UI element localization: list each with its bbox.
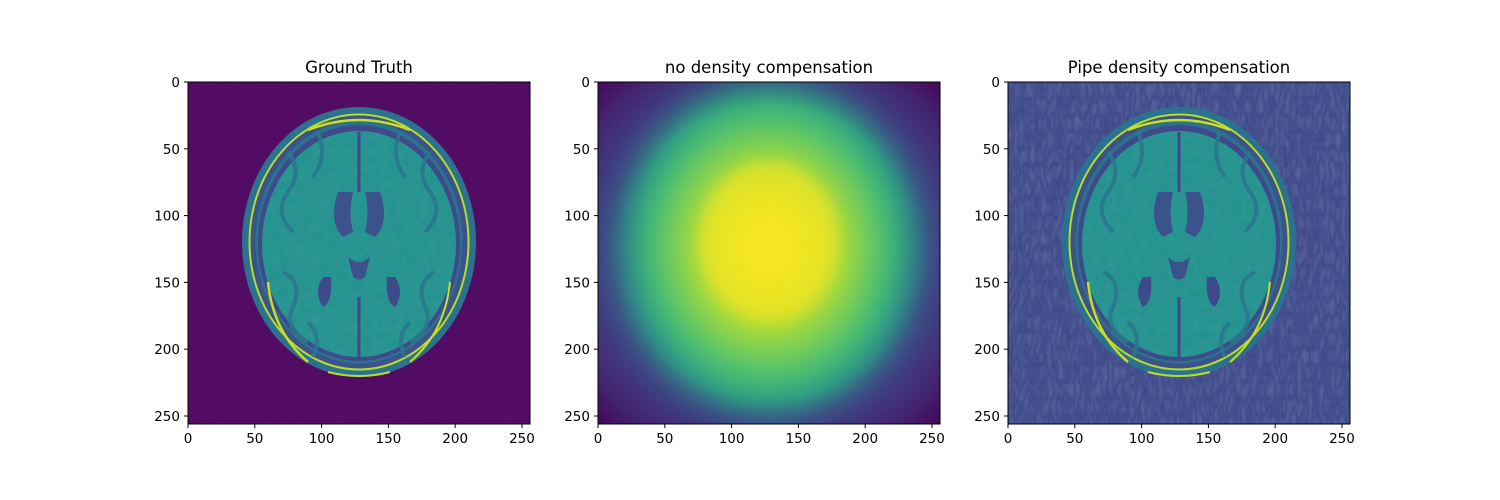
panel-title: Ground Truth: [305, 58, 413, 77]
x-tick-label: 0: [184, 431, 193, 447]
x-tick-label: 200: [852, 431, 878, 447]
x-tick-label: 50: [246, 431, 263, 447]
y-tick-label: 50: [163, 142, 180, 158]
x-tick-label: 100: [1129, 431, 1155, 447]
y-tick-label: 0: [991, 75, 1000, 91]
y-tick-label: 100: [564, 209, 590, 225]
x-tick-label: 50: [656, 431, 673, 447]
y-tick-label: 0: [171, 75, 180, 91]
panel-no-density: no density compensation: [597, 58, 941, 425]
y-tick-label: 250: [974, 409, 1000, 425]
x-tick-label: 250: [919, 431, 945, 447]
axes-frame: [597, 81, 941, 425]
y-tick-label: 50: [983, 142, 1000, 158]
panel-ground-truth: Ground Truth: [187, 58, 531, 425]
ground-truth-image: [188, 82, 530, 424]
y-tick-label: 100: [154, 209, 180, 225]
x-tick-label: 250: [1329, 431, 1355, 447]
y-tick-label: 200: [564, 342, 590, 358]
y-tick-label: 100: [974, 209, 1000, 225]
y-tick-label: 250: [564, 409, 590, 425]
pipe-density-image: [1008, 82, 1350, 424]
y-tick-label: 250: [154, 409, 180, 425]
y-tick-label: 150: [564, 275, 590, 291]
panel-pipe-density: Pipe density compensation: [1007, 58, 1351, 425]
x-tick-label: 150: [786, 431, 812, 447]
x-tick-label: 0: [594, 431, 603, 447]
y-tick-label: 200: [974, 342, 1000, 358]
axes-frame: [187, 81, 531, 425]
y-tick-label: 0: [581, 75, 590, 91]
y-tick-label: 200: [154, 342, 180, 358]
x-tick-label: 250: [509, 431, 535, 447]
x-tick-label: 100: [719, 431, 745, 447]
no-density-image: [598, 82, 940, 424]
x-tick-label: 150: [376, 431, 402, 447]
x-tick-label: 200: [1262, 431, 1288, 447]
x-tick-label: 150: [1196, 431, 1222, 447]
x-tick-label: 200: [442, 431, 468, 447]
panel-title: Pipe density compensation: [1068, 58, 1290, 77]
x-tick-label: 50: [1066, 431, 1083, 447]
axes-frame: [1007, 81, 1351, 425]
y-tick-label: 150: [154, 275, 180, 291]
y-tick-label: 50: [573, 142, 590, 158]
x-tick-label: 0: [1004, 431, 1013, 447]
y-tick-label: 150: [974, 275, 1000, 291]
panel-title: no density compensation: [665, 58, 873, 77]
x-tick-label: 100: [309, 431, 335, 447]
